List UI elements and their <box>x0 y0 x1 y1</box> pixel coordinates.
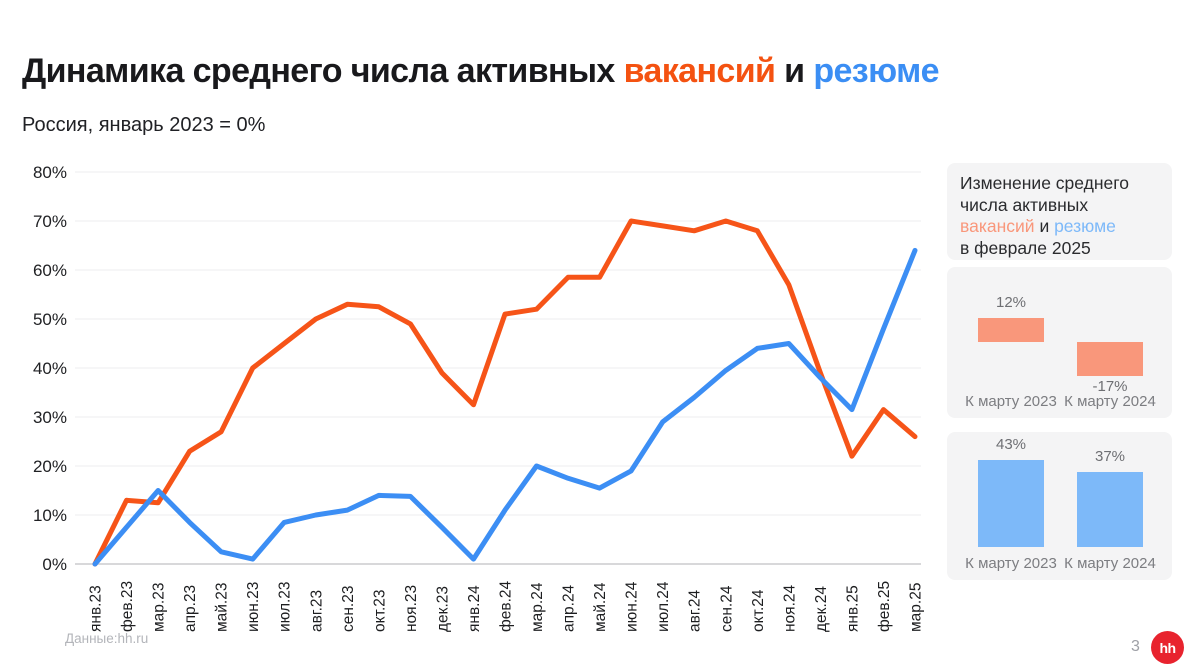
y-tick-label: 40% <box>33 359 67 378</box>
x-tick-label: сен.24 <box>718 585 735 632</box>
mini-bar <box>1077 472 1143 547</box>
x-tick-label: апр.24 <box>561 584 578 632</box>
mini-bar-value: 43% <box>995 436 1027 454</box>
x-tick-label: дек.24 <box>813 586 830 632</box>
title-resumes-word: резюме <box>813 52 939 90</box>
mini-bar-category: К марту 2023 <box>965 393 1057 410</box>
x-tick-label: май.24 <box>592 582 609 632</box>
side-panel: Изменение среднего числа активных вакансий… <box>947 163 1172 580</box>
x-tick-label: июн.24 <box>624 581 641 632</box>
hh-logo: hh <box>1151 631 1184 664</box>
x-tick-label: май.23 <box>214 583 231 632</box>
x-tick-label: окт.23 <box>371 589 388 632</box>
x-tick-label: мар.23 <box>151 583 168 632</box>
panel-vacancies-word: вакансий <box>960 216 1035 237</box>
x-tick-label: сен.23 <box>340 586 357 632</box>
x-tick-label: июл.23 <box>277 581 294 632</box>
panel-header-card: Изменение среднего числа активных вакансий… <box>947 163 1172 260</box>
x-tick-label: авг.23 <box>308 590 325 632</box>
mini-bar-value: 37% <box>1094 448 1126 466</box>
mini-bar-category: К марту 2024 <box>1064 393 1156 410</box>
title-connector: и <box>775 52 814 90</box>
mini-bar <box>978 460 1044 547</box>
panel-header-line1: Изменение среднего <box>960 173 1129 193</box>
y-tick-label: 80% <box>33 163 67 182</box>
x-tick-label: фев.25 <box>876 581 893 632</box>
chart-subtitle: Россия, январь 2023 = 0% <box>22 114 266 136</box>
x-tick-label: мар.24 <box>529 582 546 632</box>
x-tick-label: фев.23 <box>119 581 136 632</box>
panel-connector: и <box>1034 216 1055 237</box>
y-tick-label: 60% <box>33 261 67 280</box>
x-tick-label: июн.23 <box>245 582 262 632</box>
series-line-resumes <box>92 247 918 567</box>
x-tick-label: янв.24 <box>466 585 483 632</box>
x-tick-label: ноя.24 <box>781 584 798 632</box>
x-tick-label: янв.23 <box>88 585 105 632</box>
x-tick-label: мар.25 <box>907 583 924 632</box>
mini-bar <box>978 318 1044 342</box>
y-tick-label: 70% <box>33 212 67 231</box>
y-tick-label: 10% <box>33 506 67 525</box>
x-tick-label: авг.24 <box>687 589 704 632</box>
data-source-label: Данные:hh.ru <box>65 631 149 646</box>
mini-bar-value: 12% <box>995 294 1027 311</box>
x-tick-label: фев.24 <box>497 580 514 632</box>
y-tick-label: 30% <box>33 408 67 427</box>
mini-bar-category: К марту 2024 <box>1064 555 1156 572</box>
x-tick-label: янв.25 <box>844 585 861 632</box>
x-tick-label: дек.23 <box>434 586 451 632</box>
y-tick-label: 20% <box>33 457 67 476</box>
x-tick-label: апр.23 <box>182 585 199 632</box>
mini-bar-value: -17% <box>1092 378 1128 395</box>
page-number: 3 <box>1131 638 1140 655</box>
mini-bar <box>1077 342 1143 376</box>
series-line-vacancies <box>92 218 918 567</box>
mini-bar-category: К марту 2023 <box>965 555 1057 572</box>
x-tick-label: окт.24 <box>750 589 767 632</box>
mini-chart-resumes: 43% К марту 2023 37% К марту 2024 <box>947 432 1172 580</box>
main-line-chart: 0% 10% 20% 30% 40% 50% 60% 70% 80% янв.23 фев.23 ма… <box>33 163 925 632</box>
panel-header-line2: числа активных <box>960 194 1089 215</box>
hh-logo-text: hh <box>1159 639 1176 656</box>
page-title: Динамика среднего числа активных ваканси… <box>22 52 940 91</box>
x-tick-label: ноя.23 <box>403 585 420 632</box>
panel-header-line4: в феврале 2025 <box>960 237 1091 258</box>
y-tick-label: 50% <box>33 310 67 329</box>
title-text-1: Динамика среднего числа активных <box>22 52 624 90</box>
mini-chart-vacancies: 12% К марту 2023 -17% К марту 2024 <box>947 267 1172 418</box>
title-vacancies-word: вакансий <box>623 52 776 90</box>
panel-resumes-word: резюме <box>1054 216 1116 237</box>
y-tick-label: 0% <box>42 555 67 574</box>
x-tick-label: июл.24 <box>655 581 672 632</box>
